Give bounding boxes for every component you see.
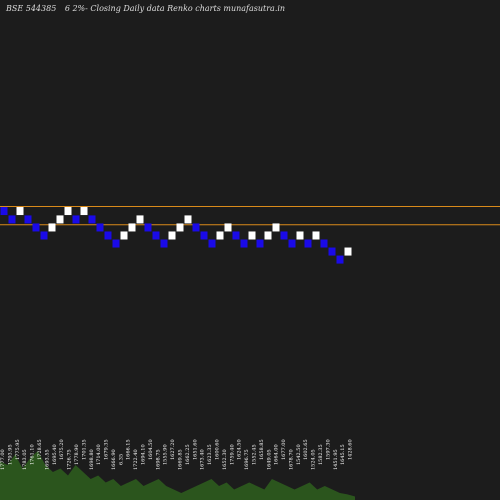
price-label: 1783.05	[22, 449, 28, 470]
price-label: 1722.40	[133, 449, 139, 470]
renko-brick	[248, 231, 256, 240]
renko-brick	[64, 207, 72, 216]
price-label: 1451.95	[333, 449, 339, 470]
price-label: 1552.45	[251, 444, 257, 465]
renko-brick	[112, 239, 120, 248]
renko-brick	[256, 239, 264, 248]
price-label: 1600.60	[214, 439, 220, 460]
renko-brick	[176, 223, 184, 232]
price-label: 1728.65	[37, 439, 43, 460]
price-label: 1662.25	[185, 444, 191, 465]
renko-brick	[184, 215, 192, 224]
price-label: 1694.10	[141, 444, 147, 465]
chart-description: 6 2%- Closing Daily data Renko charts mu…	[64, 4, 286, 13]
price-label: 1714.00	[96, 444, 102, 465]
renko-brick	[224, 223, 232, 232]
renko-brick	[240, 239, 248, 248]
price-label: 1777.00	[0, 449, 6, 470]
renko-brick	[56, 215, 64, 224]
renko-brick	[320, 239, 328, 248]
renko-brick	[296, 231, 304, 240]
renko-brick	[328, 247, 336, 256]
price-label: 1604.50	[148, 439, 154, 460]
price-label: 1658.85	[259, 439, 265, 460]
renko-brick	[120, 231, 128, 240]
price-label: 1649.05	[266, 449, 272, 470]
renko-brick	[88, 215, 96, 224]
price-label: 1428.60	[348, 439, 354, 460]
renko-brick	[312, 231, 320, 240]
renko-brick	[96, 223, 104, 232]
renko-brick	[192, 223, 200, 232]
renko-brick	[16, 207, 24, 216]
price-label: 1677.00	[281, 439, 287, 460]
renko-brick	[152, 231, 160, 240]
renko-brick	[280, 231, 288, 240]
price-label: 1669.85	[178, 449, 184, 470]
price-label: 1524.05	[311, 449, 317, 470]
volume-area	[0, 451, 355, 500]
renko-brick	[80, 207, 88, 216]
price-label: 1555.90	[163, 444, 169, 465]
renko-brick	[304, 239, 312, 248]
renko-brick	[216, 231, 224, 240]
renko-brick	[128, 223, 136, 232]
price-label: 1775.95	[15, 439, 21, 460]
renko-brick	[160, 239, 168, 248]
price-label: 1778.90	[74, 444, 80, 465]
price-label: 1597.30	[325, 439, 331, 460]
renko-brick	[344, 247, 352, 256]
renko-brick	[232, 231, 240, 240]
renko-brick	[208, 239, 216, 248]
renko-brick	[200, 231, 208, 240]
chart-symbol: BSE 544385	[6, 4, 57, 13]
price-label: 1664.00	[274, 444, 280, 465]
renko-brick	[264, 231, 272, 240]
renko-brick	[24, 215, 32, 224]
price-label: 1666.90	[111, 449, 117, 470]
price-label: 1645.15	[340, 444, 346, 465]
price-label: 1701.35	[81, 439, 87, 460]
renko-brick	[272, 223, 280, 232]
renko-brick	[72, 215, 80, 224]
price-label: 1627.20	[170, 439, 176, 460]
price-label: 1666.15	[126, 439, 132, 460]
price-label: 1673.40	[200, 449, 206, 470]
price-label: 1698.80	[89, 449, 95, 470]
price-label: 1582.35	[318, 444, 324, 465]
renko-brick	[104, 231, 112, 240]
price-label: 1793.95	[7, 444, 13, 465]
renko-brick	[136, 215, 144, 224]
price-label: 6.35	[118, 454, 124, 465]
price-label: 1623.35	[207, 444, 213, 465]
price-label: 1678.70	[288, 449, 294, 470]
price-label: 1651.60	[192, 439, 198, 460]
renko-brick	[32, 223, 40, 232]
price-label: 1693.55	[44, 449, 50, 470]
renko-brick	[288, 239, 296, 248]
price-label: 1761.10	[30, 444, 36, 465]
price-label: 1602.65	[303, 439, 309, 460]
renko-brick	[336, 255, 344, 264]
renko-brick	[168, 231, 176, 240]
price-label: 1695.40	[52, 444, 58, 465]
price-label: 1675.20	[59, 439, 65, 460]
price-label: 1726.75	[67, 449, 73, 470]
renko-brick	[40, 231, 48, 240]
price-label: 1542.50	[296, 444, 302, 465]
price-label: 1652.30	[222, 449, 228, 470]
chart-title: BSE 544385 6 2%- Closing Daily data Renk…	[6, 4, 291, 13]
renko-brick	[144, 223, 152, 232]
renko-brick	[48, 223, 56, 232]
price-label: 1759.40	[229, 444, 235, 465]
renko-brick	[8, 215, 16, 224]
renko-brick	[0, 207, 8, 216]
price-label: 1679.35	[104, 439, 110, 460]
price-label: 1696.75	[244, 449, 250, 470]
price-label: 1624.50	[237, 439, 243, 460]
price-label: 1698.75	[155, 449, 161, 470]
